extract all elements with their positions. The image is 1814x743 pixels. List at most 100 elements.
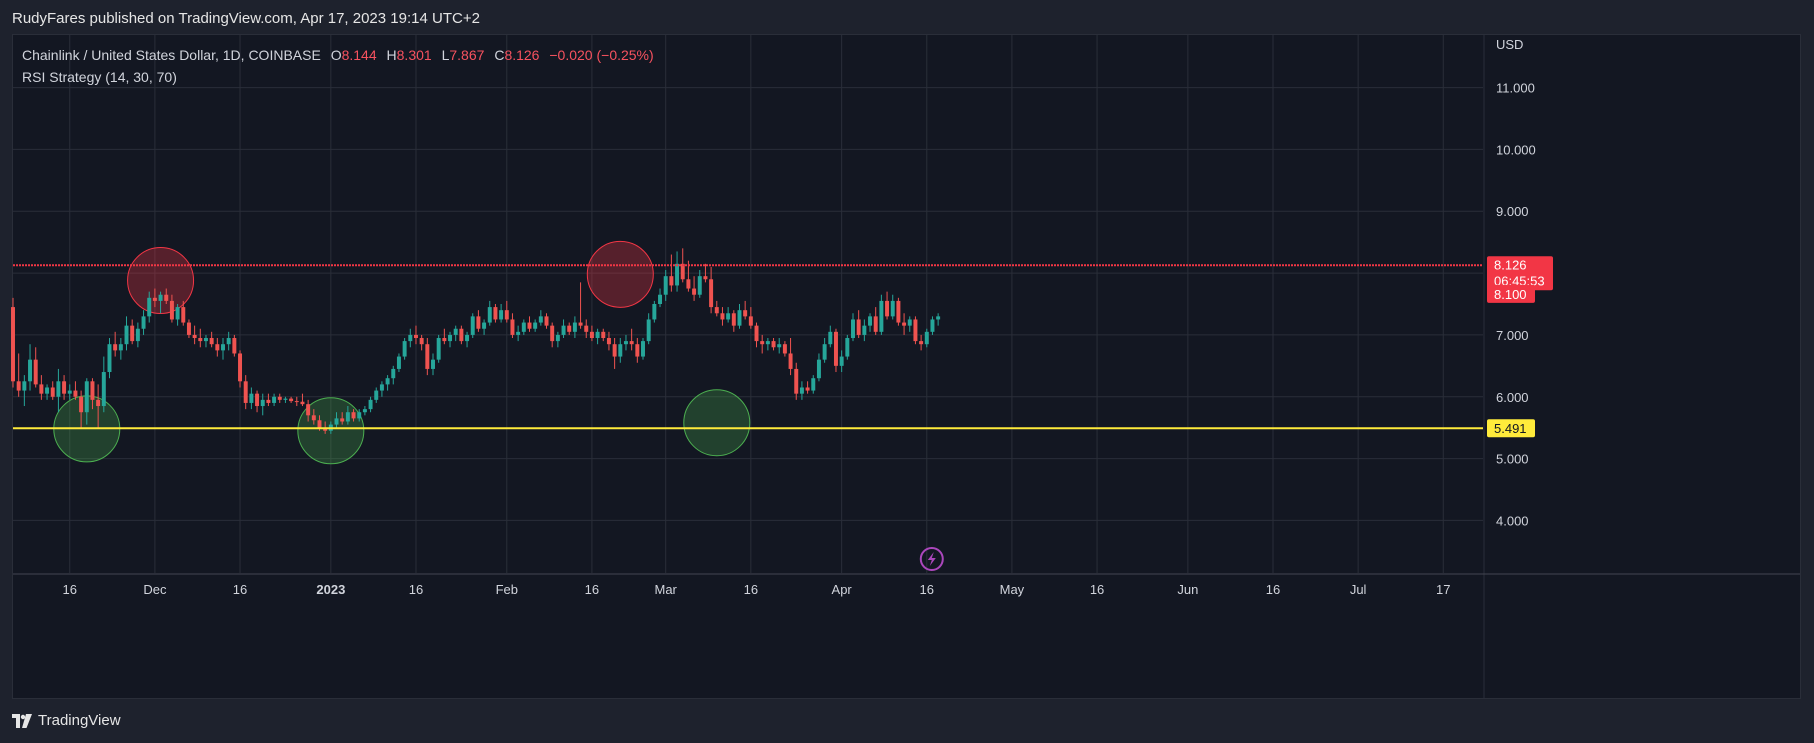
candle-body <box>203 338 208 342</box>
x-tick-label: Mar <box>655 582 678 597</box>
candle-body <box>45 387 50 394</box>
candle-body <box>334 418 339 425</box>
candle-body <box>209 338 214 345</box>
x-tick-label: 16 <box>63 582 77 597</box>
candle-body <box>913 319 918 342</box>
chart-frame[interactable] <box>12 34 1801 699</box>
candle-body <box>833 331 838 366</box>
candle-body <box>169 300 174 320</box>
publish-header: RudyFares published on TradingView.com, … <box>0 0 1814 34</box>
candle-body <box>221 344 225 351</box>
x-tick-label: 16 <box>1266 582 1280 597</box>
candle-body <box>669 276 674 286</box>
candle-body <box>550 325 555 342</box>
support-touch-circle <box>683 389 751 457</box>
candle-body <box>351 412 356 419</box>
candle-body <box>419 338 424 345</box>
price-label: 8.100 <box>1494 287 1527 302</box>
candle-body <box>243 381 248 403</box>
candle-body <box>516 331 521 335</box>
y-tick-label: 5.000 <box>1496 452 1529 467</box>
candle-body <box>487 307 492 323</box>
chart-legend: Chainlink / United States Dollar, 1D, CO… <box>22 44 654 88</box>
candle-body <box>238 353 243 382</box>
candle-body <box>589 331 594 339</box>
lightning-icon <box>927 552 936 566</box>
symbol-legend-row: Chainlink / United States Dollar, 1D, CO… <box>22 44 654 66</box>
candle-body <box>907 319 912 326</box>
x-tick-label: 16 <box>585 582 599 597</box>
candle-body <box>402 341 407 357</box>
candle-body <box>709 279 714 308</box>
symbol-name[interactable]: Chainlink / United States Dollar, 1D, CO… <box>22 47 321 63</box>
candle-body <box>181 307 186 323</box>
candle-body <box>612 344 617 357</box>
candle-body <box>67 390 72 394</box>
candle-body <box>192 334 197 339</box>
x-tick-label: Dec <box>143 582 167 597</box>
candle-body <box>260 399 265 407</box>
open-label: O <box>330 47 342 63</box>
candle-body <box>118 344 123 351</box>
candle-body <box>90 381 95 400</box>
candle-body <box>890 300 895 317</box>
candle-body <box>618 344 623 357</box>
x-tick-label: Feb <box>496 582 518 597</box>
candle-body <box>601 331 606 339</box>
low-value: 7.867 <box>449 47 485 63</box>
candle-body <box>828 331 833 345</box>
candle-body <box>56 381 61 397</box>
x-tick-label: 16 <box>744 582 758 597</box>
candle-body <box>856 319 861 335</box>
candle-body <box>675 263 680 286</box>
candle-body <box>368 399 373 410</box>
candle-body <box>697 276 702 295</box>
candle-body <box>527 322 532 329</box>
candle-body <box>101 372 106 407</box>
candle-body <box>572 322 577 332</box>
candle-body <box>340 418 345 422</box>
candle-body <box>465 334 470 342</box>
candle-body <box>493 307 498 320</box>
candle-body <box>62 381 67 394</box>
candle-body <box>658 294 663 304</box>
candle-body <box>555 334 560 342</box>
candle-body <box>476 316 481 329</box>
candle-body <box>345 412 350 422</box>
candle-body <box>703 276 708 280</box>
candle-body <box>408 334 413 342</box>
candle-body <box>561 325 566 335</box>
candle-body <box>743 310 748 317</box>
x-tick-label: Apr <box>832 582 853 597</box>
candle-body <box>754 325 759 342</box>
tradingview-logo[interactable]: TradingView <box>12 712 121 729</box>
candle-body <box>606 338 611 345</box>
candle-body <box>652 304 657 320</box>
candle-body <box>277 396 282 400</box>
candle-body <box>164 294 169 301</box>
candle-body <box>249 393 254 403</box>
study-legend-row: RSI Strategy (14, 30, 70) <box>22 66 654 88</box>
candle-body <box>521 322 526 332</box>
x-tick-label: 16 <box>920 582 934 597</box>
candle-body <box>272 396 277 403</box>
candle-body <box>175 307 180 320</box>
candle-body <box>538 316 543 323</box>
candle-body <box>362 409 367 413</box>
candle-body <box>578 322 583 326</box>
close-label: C <box>494 47 505 63</box>
candle-body <box>845 338 850 357</box>
candle-body <box>896 300 901 323</box>
candle-body <box>924 331 929 345</box>
candle-body <box>868 316 873 326</box>
candle-body <box>788 353 793 369</box>
candle-body <box>533 322 538 329</box>
candle-body <box>504 310 509 320</box>
candle-body <box>396 356 401 369</box>
candle-body <box>152 297 157 301</box>
study-name[interactable]: RSI Strategy (14, 30, 70) <box>22 69 177 85</box>
candle-body <box>357 412 362 419</box>
candle-body <box>141 316 146 329</box>
candle-body <box>215 344 220 351</box>
